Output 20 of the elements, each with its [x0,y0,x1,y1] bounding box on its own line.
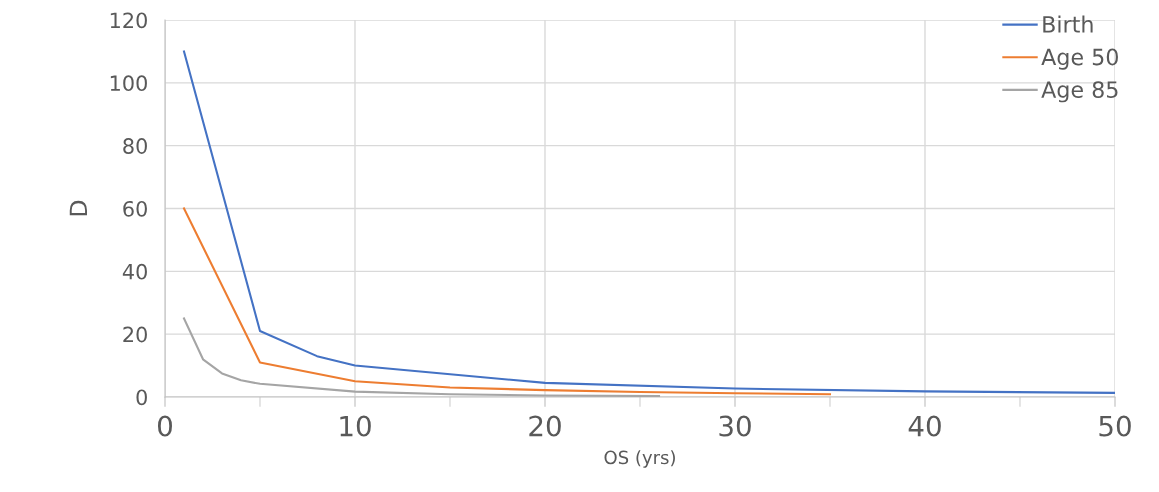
y-tick-label: 40 [122,263,147,280]
y-tick-label: 0 [136,389,147,406]
x-tick-label: 20 [529,415,561,437]
legend-label: Age 50 [1041,48,1118,70]
x-tick-label: 30 [719,415,751,437]
y-tick-label: 80 [123,138,147,154]
legend-label: Birth [1043,15,1093,33]
y-tick-label: 100 [110,75,147,92]
y-tick-label: 20 [123,326,147,343]
x-tick-label: 10 [340,415,371,437]
line-series [182,317,661,397]
x-tick-label: 40 [908,415,941,437]
y-axis-title: D [69,200,87,216]
y-tick-label: 60 [123,200,147,217]
x-axis-title: OS (yrs) [604,450,675,468]
y-tick-label: 120 [110,12,147,29]
x-tick-label: 0 [157,415,172,437]
x-tick-label: 50 [1099,415,1131,437]
legend-label: Age 85 [1041,81,1118,103]
line-series [182,207,832,396]
